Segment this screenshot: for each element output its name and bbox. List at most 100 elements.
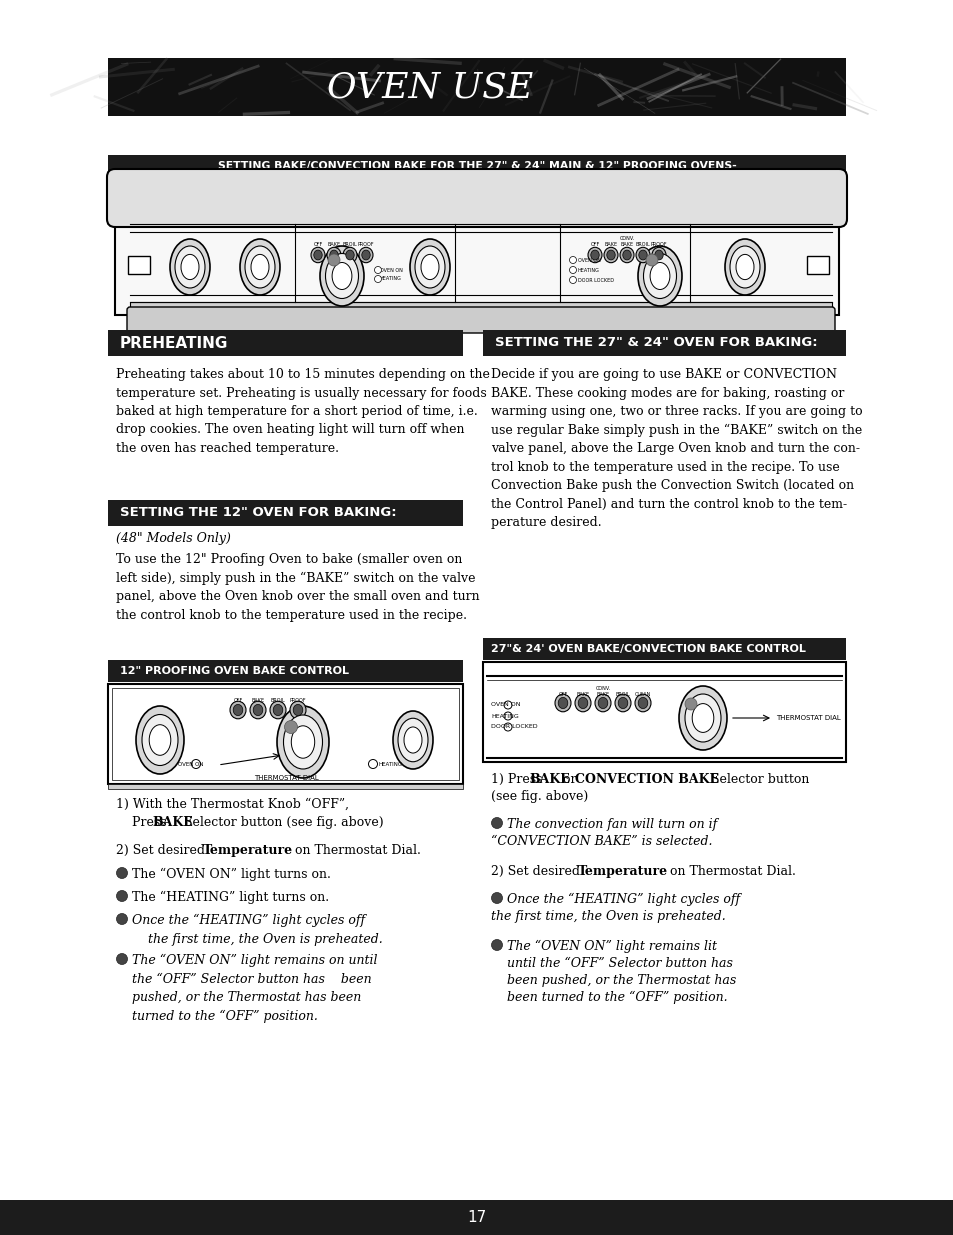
Bar xyxy=(108,684,462,784)
Text: BROIL: BROIL xyxy=(615,692,630,697)
Ellipse shape xyxy=(643,253,676,299)
Ellipse shape xyxy=(311,247,325,263)
Ellipse shape xyxy=(638,246,681,306)
Text: OVEN USE: OVEN USE xyxy=(327,70,533,104)
Text: HEATING: HEATING xyxy=(379,277,401,282)
Text: BAKE: BAKE xyxy=(152,816,193,829)
Circle shape xyxy=(503,701,512,709)
Text: CONV.: CONV. xyxy=(595,685,610,690)
Text: until the “OFF” Selector button has: until the “OFF” Selector button has xyxy=(506,957,732,969)
Ellipse shape xyxy=(415,246,444,288)
Ellipse shape xyxy=(729,246,760,288)
Bar xyxy=(108,330,462,356)
Ellipse shape xyxy=(606,251,615,259)
Text: The “HEATING” light turns on.: The “HEATING” light turns on. xyxy=(132,890,329,904)
Circle shape xyxy=(116,953,128,965)
Circle shape xyxy=(503,722,512,731)
Ellipse shape xyxy=(692,704,713,732)
Text: Once the “HEATING” light cycles off: Once the “HEATING” light cycles off xyxy=(506,893,740,906)
Ellipse shape xyxy=(679,685,726,750)
Ellipse shape xyxy=(638,698,647,709)
Circle shape xyxy=(284,720,297,734)
Text: SETTING BAKE/CONVECTION BAKE FOR THE 27" & 24" MAIN & 12" PROOFING OVENS-: SETTING BAKE/CONVECTION BAKE FOR THE 27"… xyxy=(217,161,736,170)
Ellipse shape xyxy=(276,706,329,778)
Text: Selector button: Selector button xyxy=(706,773,808,785)
Text: BAKE: BAKE xyxy=(596,692,609,697)
Text: BAKE: BAKE xyxy=(529,773,569,785)
Text: OVEN ON: OVEN ON xyxy=(578,258,600,263)
Ellipse shape xyxy=(230,701,246,719)
Circle shape xyxy=(375,275,381,283)
Text: PROOF: PROOF xyxy=(357,242,374,247)
Text: The “OVEN ON” light remains on until
the “OFF” Selector button has    been
pushe: The “OVEN ON” light remains on until the… xyxy=(132,953,377,1023)
Bar xyxy=(595,317,700,326)
Ellipse shape xyxy=(273,704,282,715)
Circle shape xyxy=(491,818,502,829)
Circle shape xyxy=(192,760,200,768)
Ellipse shape xyxy=(327,247,340,263)
Text: Temperature: Temperature xyxy=(578,864,667,878)
Text: on Thermostat Dial.: on Thermostat Dial. xyxy=(665,864,795,878)
Ellipse shape xyxy=(270,701,286,719)
Ellipse shape xyxy=(251,254,269,279)
Text: THERMOSTAT DIAL: THERMOSTAT DIAL xyxy=(775,715,840,721)
Bar xyxy=(482,330,845,356)
Text: BROIL: BROIL xyxy=(271,698,285,703)
Text: OVEN ON: OVEN ON xyxy=(379,268,402,273)
Text: (48" Models Only): (48" Models Only) xyxy=(116,532,231,545)
Text: OVEN ON: OVEN ON xyxy=(178,762,203,767)
Ellipse shape xyxy=(325,253,358,299)
Text: PREHEATING: PREHEATING xyxy=(120,336,228,351)
Ellipse shape xyxy=(619,247,634,263)
Circle shape xyxy=(116,914,128,925)
Ellipse shape xyxy=(649,263,669,289)
Ellipse shape xyxy=(558,698,567,709)
Text: 1) Press: 1) Press xyxy=(491,773,546,785)
Bar xyxy=(482,638,845,659)
Ellipse shape xyxy=(245,246,274,288)
Circle shape xyxy=(491,940,502,951)
Text: 1) With the Thermostat Knob “OFF”,: 1) With the Thermostat Knob “OFF”, xyxy=(116,798,349,811)
Ellipse shape xyxy=(240,240,280,295)
Circle shape xyxy=(116,890,128,902)
Text: CONV.: CONV. xyxy=(618,236,634,241)
Text: 12" PROOFING OVEN BAKE CONTROL: 12" PROOFING OVEN BAKE CONTROL xyxy=(120,666,349,676)
FancyBboxPatch shape xyxy=(107,169,846,227)
Ellipse shape xyxy=(290,701,306,719)
Ellipse shape xyxy=(250,701,266,719)
Bar xyxy=(108,784,462,789)
Text: SETTING THE 12" OVEN FOR BAKING:: SETTING THE 12" OVEN FOR BAKING: xyxy=(120,506,396,520)
Text: BAKE: BAKE xyxy=(619,242,633,247)
Ellipse shape xyxy=(595,694,610,711)
Text: BAKE: BAKE xyxy=(252,698,264,703)
Text: Selector button (see fig. above): Selector button (see fig. above) xyxy=(180,816,383,829)
Ellipse shape xyxy=(575,694,590,711)
Ellipse shape xyxy=(358,247,373,263)
Ellipse shape xyxy=(735,254,753,279)
Text: The convection fan will turn on if: The convection fan will turn on if xyxy=(506,818,717,831)
Circle shape xyxy=(116,867,128,878)
Text: OFF: OFF xyxy=(590,242,599,247)
Text: Temperature: Temperature xyxy=(203,844,293,857)
Bar xyxy=(482,662,845,762)
Text: BAKE: BAKE xyxy=(576,692,589,697)
Text: SETTING THE 27" & 24" OVEN FOR BAKING:: SETTING THE 27" & 24" OVEN FOR BAKING: xyxy=(495,336,817,350)
Ellipse shape xyxy=(330,251,338,259)
Text: HEATING: HEATING xyxy=(491,714,518,719)
Text: OFF: OFF xyxy=(233,698,242,703)
Circle shape xyxy=(569,267,576,273)
Text: OFF: OFF xyxy=(558,692,567,697)
Bar xyxy=(806,256,828,274)
Ellipse shape xyxy=(136,706,184,774)
Ellipse shape xyxy=(651,247,665,263)
Circle shape xyxy=(328,254,339,266)
Text: BAKE: BAKE xyxy=(604,242,617,247)
Ellipse shape xyxy=(555,694,571,711)
Text: BAKE: BAKE xyxy=(327,242,340,247)
Ellipse shape xyxy=(684,694,720,742)
Text: been turned to the “OFF” position.: been turned to the “OFF” position. xyxy=(506,990,727,1004)
Ellipse shape xyxy=(149,725,171,756)
Circle shape xyxy=(645,254,658,266)
Text: or: or xyxy=(558,773,579,785)
Ellipse shape xyxy=(397,719,428,762)
